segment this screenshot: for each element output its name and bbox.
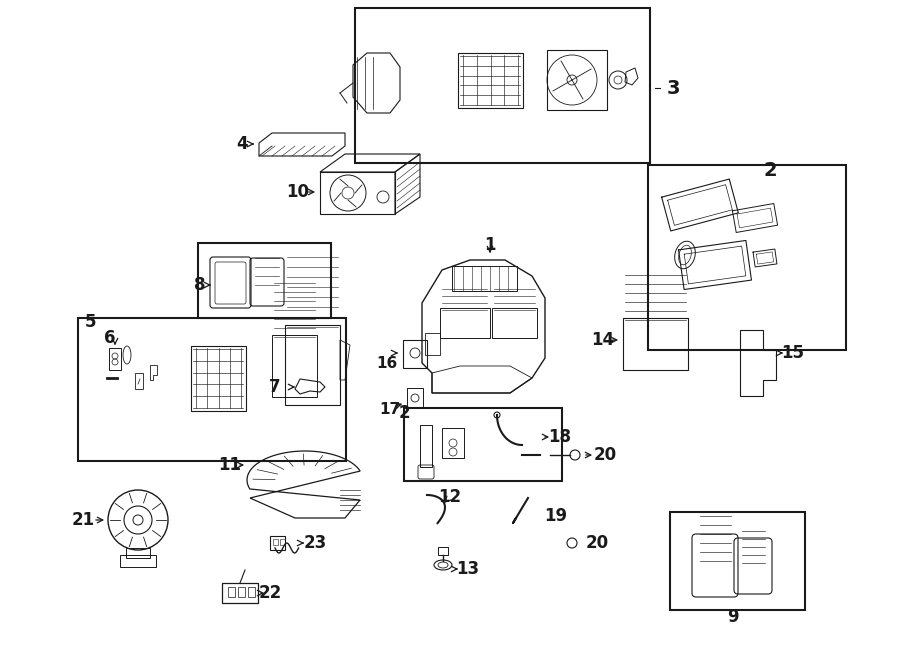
- Circle shape: [494, 412, 500, 418]
- Bar: [191, 346, 246, 411]
- Text: 1: 1: [484, 236, 496, 254]
- Bar: [248, 587, 255, 597]
- Text: 17: 17: [380, 403, 400, 418]
- Text: 11: 11: [219, 456, 241, 474]
- Text: 8: 8: [194, 276, 206, 294]
- Bar: [273, 539, 278, 545]
- Text: 10: 10: [286, 183, 310, 201]
- Text: 20: 20: [593, 446, 616, 464]
- Text: 16: 16: [376, 356, 398, 371]
- Bar: [404, 408, 562, 481]
- Bar: [623, 318, 688, 370]
- Bar: [648, 165, 846, 350]
- Bar: [238, 587, 245, 597]
- Bar: [403, 340, 427, 368]
- Circle shape: [570, 450, 580, 460]
- Bar: [442, 428, 464, 458]
- Bar: [272, 335, 317, 397]
- Text: 13: 13: [456, 560, 480, 578]
- Text: 2: 2: [398, 404, 410, 422]
- Text: 21: 21: [71, 511, 94, 529]
- Bar: [355, 8, 650, 163]
- Text: 18: 18: [548, 428, 572, 446]
- Text: 9: 9: [727, 608, 739, 626]
- Text: 19: 19: [544, 507, 568, 525]
- Text: 12: 12: [438, 488, 462, 506]
- Bar: [78, 318, 346, 461]
- Bar: [198, 243, 331, 318]
- Text: 22: 22: [258, 584, 282, 602]
- Text: 4: 4: [236, 135, 248, 153]
- Text: 20: 20: [585, 534, 608, 552]
- Bar: [440, 308, 490, 338]
- Bar: [285, 325, 340, 405]
- Text: 23: 23: [303, 534, 327, 552]
- Circle shape: [411, 394, 419, 402]
- Bar: [280, 539, 285, 545]
- Bar: [228, 587, 235, 597]
- Text: 3: 3: [666, 79, 680, 98]
- Bar: [120, 555, 156, 567]
- Bar: [452, 266, 517, 291]
- Bar: [438, 547, 448, 555]
- Bar: [135, 373, 143, 389]
- Bar: [670, 512, 805, 610]
- Bar: [420, 425, 432, 467]
- Circle shape: [342, 187, 354, 199]
- Bar: [407, 388, 423, 408]
- Bar: [109, 348, 121, 370]
- Text: 7: 7: [269, 378, 281, 396]
- Circle shape: [567, 538, 577, 548]
- Text: 5: 5: [85, 313, 95, 331]
- Text: 14: 14: [591, 331, 615, 349]
- Bar: [270, 536, 285, 550]
- Text: 2: 2: [763, 161, 777, 180]
- Bar: [126, 548, 150, 558]
- Text: 6: 6: [104, 329, 116, 347]
- Bar: [458, 53, 523, 108]
- Circle shape: [567, 75, 577, 85]
- Bar: [222, 583, 258, 603]
- Circle shape: [133, 515, 143, 525]
- Bar: [425, 333, 440, 355]
- Bar: [492, 308, 537, 338]
- Text: 15: 15: [781, 344, 805, 362]
